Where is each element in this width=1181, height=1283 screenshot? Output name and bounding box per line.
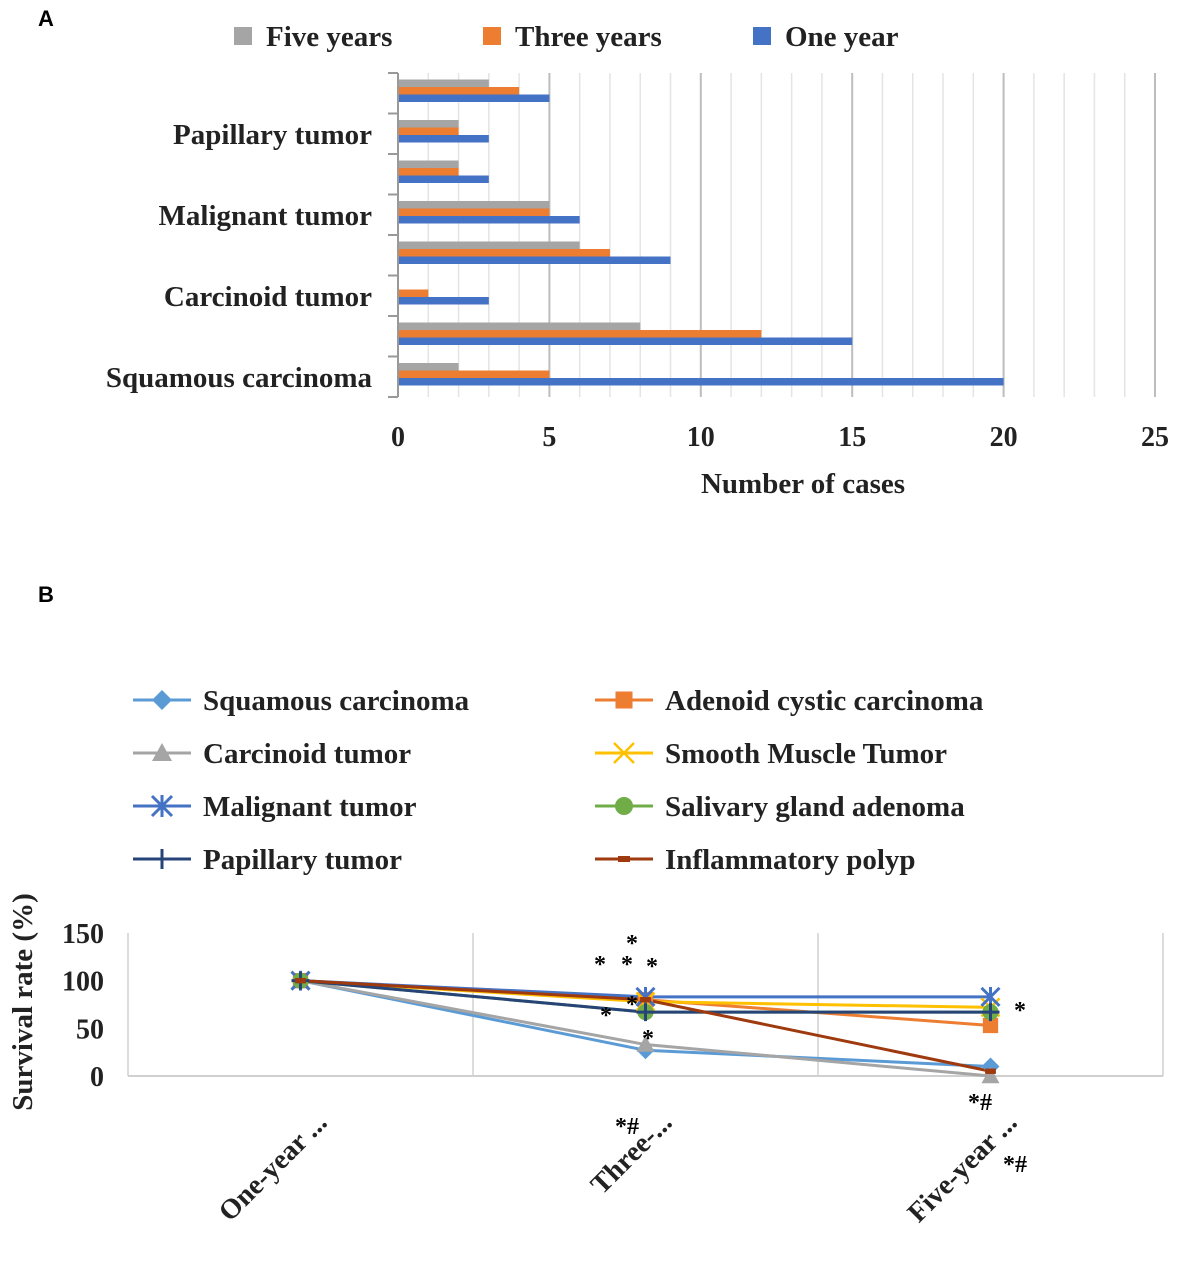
bar-three-years-malignant-tumor xyxy=(398,209,549,217)
legend-marker-salivary-gland-adenoma xyxy=(615,797,633,815)
data-point-inflammatory-polyp xyxy=(295,978,306,983)
significance-annotation: * xyxy=(594,952,606,978)
legend-label-adenoid-cystic-carcinoma: Adenoid cystic carcinoma xyxy=(665,685,984,717)
legend-swatch-five-years xyxy=(234,27,252,45)
legend-swatch-one-year xyxy=(753,27,771,45)
figure: A B 0 5 10 15 20 25 Squamous carcinoma Carcino… xyxy=(0,0,1181,1283)
significance-annotation: *# xyxy=(968,1090,992,1116)
panel-label-a: A xyxy=(38,6,54,31)
bar-five-years-squamous-carcinoma xyxy=(398,363,459,371)
legend-marker-adenoid-cystic-carcinoma xyxy=(616,692,633,709)
y-tick-label: 50 xyxy=(76,1014,104,1045)
bar-one-year-salivary-gland-adenoma xyxy=(398,176,489,184)
significance-annotation: * xyxy=(626,992,638,1018)
significance-annotation: * xyxy=(646,954,658,980)
bar-three-years-adenoid-cystic-carcinoma xyxy=(398,330,761,338)
y-axis-title: Survival rate (%) xyxy=(7,893,39,1110)
significance-annotation: *# xyxy=(615,1114,639,1140)
legend-swatch-three-years xyxy=(483,27,501,45)
bar-one-year-carcinoid-tumor xyxy=(398,297,489,305)
x-tick-label: 5 xyxy=(542,422,556,453)
bar-five-years-adenoid-cystic-carcinoma xyxy=(398,323,640,331)
x-tick-label: 10 xyxy=(687,422,715,453)
legend-label-five-years: Five years xyxy=(266,21,392,53)
legend-marker-papillary-tumor xyxy=(152,849,172,869)
x-tick-label: 0 xyxy=(391,422,405,453)
bar-one-year-squamous-carcinoma xyxy=(398,378,1004,386)
bar-five-years-papillary-tumor xyxy=(398,120,459,128)
bar-five-years-malignant-tumor xyxy=(398,201,549,209)
legend-label-carcinoid-tumor: Carcinoid tumor xyxy=(203,738,411,770)
x-axis-title: Number of cases xyxy=(701,468,905,500)
bar-three-years-squamous-carcinoma xyxy=(398,371,549,379)
legend-label-inflammatory-polyp: Inflammatory polyp xyxy=(665,844,916,876)
significance-annotation: * xyxy=(621,952,633,978)
bar-one-year-malignant-tumor xyxy=(398,216,580,224)
data-point-inflammatory-polyp xyxy=(985,1069,996,1074)
bar-one-year-inflammatory-polyp xyxy=(398,95,549,103)
bar-three-years-papillary-tumor xyxy=(398,128,459,136)
legend-label-one-year: One year xyxy=(785,21,899,53)
legend-label-squamous-carcinoma: Squamous carcinoma xyxy=(203,685,470,717)
x-tick-label: 25 xyxy=(1141,422,1169,453)
bar-one-year-papillary-tumor xyxy=(398,135,489,143)
category-label: Papillary tumor xyxy=(173,119,372,151)
legend-label-salivary-gland-adenoma: Salivary gland adenoma xyxy=(665,791,965,823)
legend-marker-inflammatory-polyp xyxy=(618,856,630,862)
category-label: Carcinoid tumor xyxy=(164,281,372,313)
x-tick-label: 15 xyxy=(838,422,866,453)
bar-chart-a: 0 5 10 15 20 25 Squamous carcinoma Carcinoid t… xyxy=(106,21,1169,500)
significance-annotation: * xyxy=(642,1026,654,1052)
significance-annotation: * xyxy=(600,1003,612,1029)
bar-three-years-salivary-gland-adenoma xyxy=(398,168,459,176)
bar-five-years-salivary-gland-adenoma xyxy=(398,161,459,169)
bar-three-years-smooth-muscle-tumor xyxy=(398,249,610,257)
legend-label-three-years: Three years xyxy=(515,21,662,53)
y-tick-label: 150 xyxy=(62,919,104,950)
bar-five-years-smooth-muscle-tumor xyxy=(398,242,580,250)
y-tick-label: 100 xyxy=(62,967,104,998)
significance-annotation: * xyxy=(1014,998,1026,1024)
bar-three-years-carcinoid-tumor xyxy=(398,290,428,298)
legend-label-malignant-tumor: Malignant tumor xyxy=(203,791,417,823)
category-label: Malignant tumor xyxy=(159,200,373,232)
data-point-inflammatory-polyp xyxy=(640,997,651,1002)
bar-five-years-inflammatory-polyp xyxy=(398,80,489,88)
bar-three-years-inflammatory-polyp xyxy=(398,87,519,95)
legend-marker-squamous-carcinoma xyxy=(152,690,172,710)
x-category-label: One-year ... xyxy=(213,1107,334,1228)
panel-label-b: B xyxy=(38,582,54,607)
bar-one-year-smooth-muscle-tumor xyxy=(398,257,671,265)
significance-annotation: *# xyxy=(1003,1152,1027,1178)
x-tick-label: 20 xyxy=(990,422,1018,453)
legend-label-smooth-muscle-tumor: Smooth Muscle Tumor xyxy=(665,738,947,770)
category-label: Squamous carcinoma xyxy=(106,362,373,394)
bar-one-year-adenoid-cystic-carcinoma xyxy=(398,338,852,346)
y-tick-label: 0 xyxy=(90,1062,104,1093)
legend-label-papillary-tumor: Papillary tumor xyxy=(203,844,402,876)
